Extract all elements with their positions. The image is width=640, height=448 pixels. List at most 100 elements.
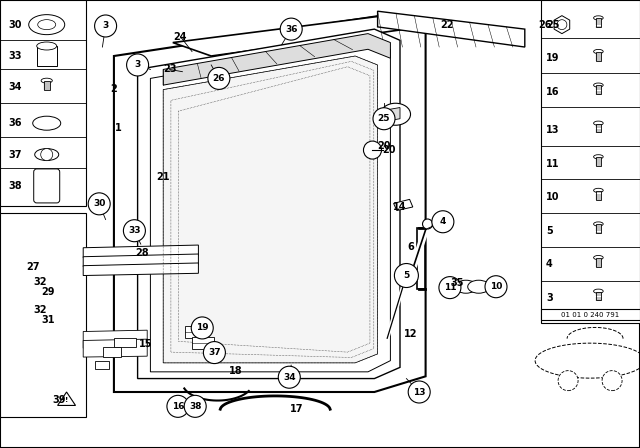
Bar bbox=[0, 213, 86, 417]
Bar bbox=[44, 81, 49, 90]
Polygon shape bbox=[83, 254, 198, 267]
Text: 21: 21 bbox=[156, 172, 170, 182]
Ellipse shape bbox=[35, 149, 59, 160]
Polygon shape bbox=[138, 29, 400, 379]
Text: !: ! bbox=[65, 397, 68, 403]
Polygon shape bbox=[163, 56, 378, 363]
Circle shape bbox=[408, 381, 430, 403]
Text: 37: 37 bbox=[208, 348, 221, 357]
Ellipse shape bbox=[468, 280, 490, 293]
Polygon shape bbox=[114, 16, 426, 392]
Polygon shape bbox=[150, 40, 390, 372]
Text: 12: 12 bbox=[404, 329, 418, 339]
Bar bbox=[596, 124, 601, 132]
Ellipse shape bbox=[594, 16, 604, 20]
Ellipse shape bbox=[594, 289, 604, 293]
Text: 2: 2 bbox=[111, 84, 117, 94]
Text: 3: 3 bbox=[546, 293, 553, 303]
Circle shape bbox=[485, 276, 507, 298]
Circle shape bbox=[191, 317, 213, 339]
Ellipse shape bbox=[594, 121, 604, 125]
Polygon shape bbox=[173, 16, 422, 56]
Polygon shape bbox=[394, 199, 413, 211]
Text: 11: 11 bbox=[546, 159, 559, 168]
Text: 3: 3 bbox=[102, 22, 109, 30]
Text: 38: 38 bbox=[8, 181, 22, 191]
Text: 19: 19 bbox=[196, 323, 209, 332]
Text: 32: 32 bbox=[33, 277, 47, 287]
Polygon shape bbox=[83, 330, 147, 348]
Text: 22: 22 bbox=[440, 20, 454, 30]
Bar bbox=[36, 46, 57, 66]
Bar bbox=[596, 18, 601, 27]
Text: 27: 27 bbox=[26, 263, 40, 272]
Polygon shape bbox=[378, 11, 525, 47]
Text: 5: 5 bbox=[546, 226, 553, 236]
Bar bbox=[596, 224, 601, 233]
Text: 26: 26 bbox=[212, 74, 225, 83]
Text: 20: 20 bbox=[382, 145, 396, 155]
Polygon shape bbox=[554, 16, 570, 34]
Ellipse shape bbox=[594, 155, 604, 159]
Text: 26: 26 bbox=[538, 20, 552, 30]
Ellipse shape bbox=[594, 222, 604, 226]
Circle shape bbox=[422, 219, 433, 229]
Text: 19: 19 bbox=[546, 53, 559, 63]
Polygon shape bbox=[387, 108, 400, 121]
Circle shape bbox=[558, 370, 578, 391]
Circle shape bbox=[127, 54, 148, 76]
Text: 13: 13 bbox=[546, 125, 559, 135]
Text: 37: 37 bbox=[8, 150, 22, 159]
Text: 17: 17 bbox=[289, 404, 303, 414]
Text: 16: 16 bbox=[172, 402, 184, 411]
Ellipse shape bbox=[594, 255, 604, 260]
Circle shape bbox=[602, 370, 622, 391]
Text: 20: 20 bbox=[377, 141, 391, 151]
Circle shape bbox=[280, 18, 302, 40]
Circle shape bbox=[557, 20, 567, 30]
Text: 18: 18 bbox=[228, 366, 243, 376]
Text: 3: 3 bbox=[134, 60, 141, 69]
Polygon shape bbox=[83, 339, 147, 357]
Circle shape bbox=[364, 141, 381, 159]
Text: 01 01 0 240 791: 01 01 0 240 791 bbox=[561, 312, 620, 318]
Text: 36: 36 bbox=[8, 118, 22, 128]
Ellipse shape bbox=[36, 42, 57, 50]
Text: 4: 4 bbox=[440, 217, 446, 226]
Text: 31: 31 bbox=[41, 315, 55, 325]
Text: 30: 30 bbox=[93, 199, 106, 208]
Bar bbox=[596, 292, 601, 300]
Text: 32: 32 bbox=[33, 305, 47, 315]
Circle shape bbox=[278, 366, 300, 388]
Bar bbox=[114, 338, 136, 347]
Ellipse shape bbox=[33, 116, 61, 130]
Ellipse shape bbox=[455, 280, 477, 293]
Text: 34: 34 bbox=[283, 373, 296, 382]
Text: 5: 5 bbox=[403, 271, 410, 280]
Ellipse shape bbox=[594, 188, 604, 193]
Bar bbox=[596, 157, 601, 166]
Text: 28: 28 bbox=[135, 248, 149, 258]
Text: 16: 16 bbox=[546, 87, 559, 97]
Text: 10: 10 bbox=[490, 282, 502, 291]
Ellipse shape bbox=[381, 103, 410, 125]
Text: 13: 13 bbox=[413, 388, 426, 396]
Text: 6: 6 bbox=[408, 242, 414, 252]
Bar bbox=[417, 228, 425, 289]
Bar bbox=[541, 0, 640, 323]
Text: 36: 36 bbox=[285, 25, 298, 34]
Text: 10: 10 bbox=[546, 192, 559, 202]
Ellipse shape bbox=[38, 20, 56, 30]
Text: 14: 14 bbox=[393, 202, 407, 212]
Circle shape bbox=[439, 276, 461, 299]
Bar bbox=[103, 347, 121, 357]
Text: 1: 1 bbox=[115, 123, 122, 133]
Circle shape bbox=[184, 395, 206, 418]
Circle shape bbox=[95, 15, 116, 37]
Ellipse shape bbox=[594, 83, 604, 87]
Ellipse shape bbox=[41, 78, 52, 83]
Circle shape bbox=[124, 220, 145, 242]
Circle shape bbox=[432, 211, 454, 233]
Text: 11: 11 bbox=[444, 283, 456, 292]
Circle shape bbox=[204, 341, 225, 364]
